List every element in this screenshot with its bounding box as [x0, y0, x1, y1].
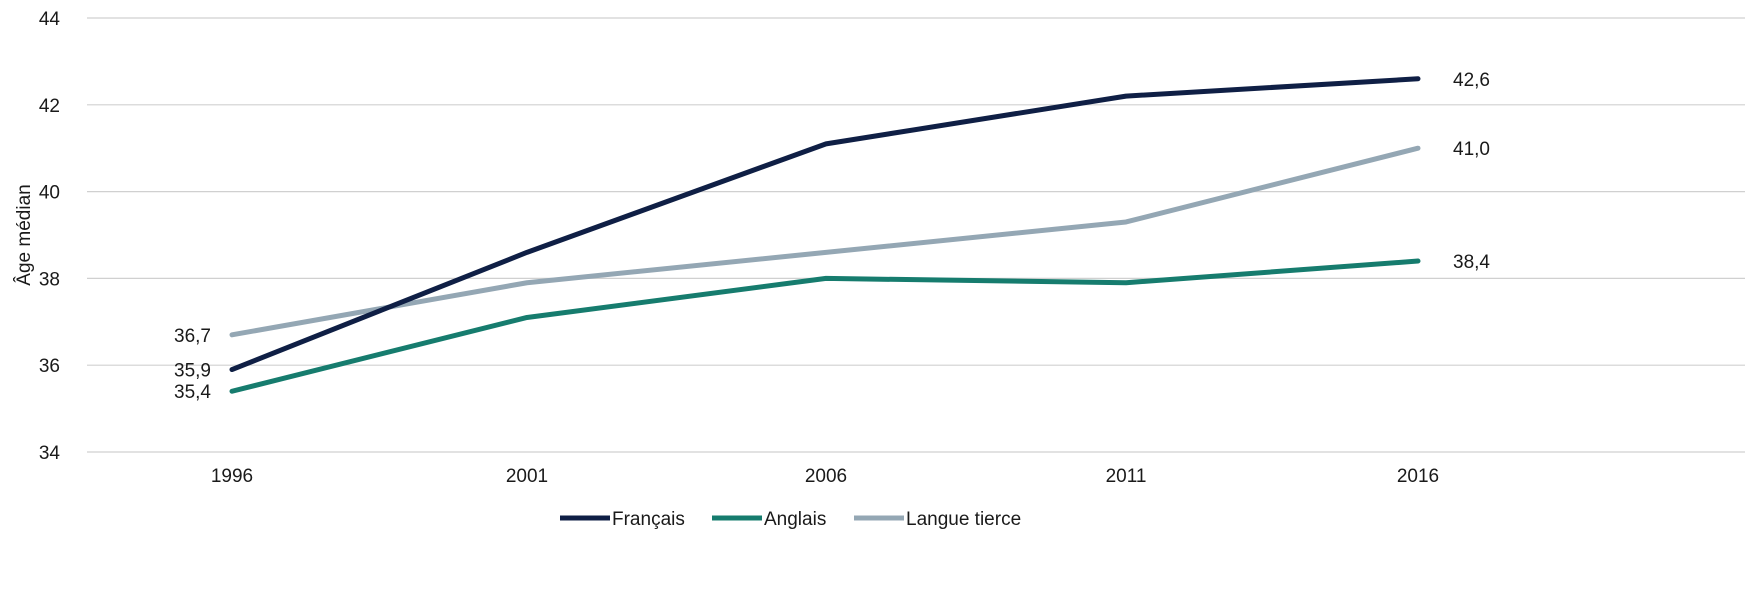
y-tick-label: 40	[39, 183, 60, 204]
x-tick-label: 2001	[506, 466, 548, 487]
y-tick-label: 42	[39, 96, 60, 117]
y-tick-label: 38	[39, 269, 60, 290]
x-tick-label: 2011	[1106, 466, 1147, 487]
y-axis-label: Âge médian	[13, 184, 35, 285]
y-tick-label: 36	[39, 356, 60, 377]
data-label-first-2: 36,7	[174, 326, 211, 347]
data-label-last-1: 38,4	[1453, 252, 1490, 273]
x-tick-label: 1996	[211, 466, 253, 487]
data-label-last-0: 42,6	[1453, 70, 1490, 91]
data-label-first-1: 35,4	[174, 382, 211, 403]
series-line-0	[229, 76, 1421, 373]
legend-label-1: Anglais	[764, 509, 826, 530]
data-labels: 35,9 42,6 35,4 38,4 36,7 41,0	[174, 70, 1490, 403]
x-axis-ticks: 1996 2001 2006 2011 2016	[211, 466, 1439, 487]
data-label-last-2: 41,0	[1453, 139, 1490, 160]
x-tick-label: 2016	[1397, 466, 1439, 487]
series-line-1	[229, 258, 1421, 394]
y-tick-label: 34	[39, 443, 61, 464]
series-line-2	[229, 145, 1421, 338]
legend: Français Anglais Langue tierce	[560, 509, 1021, 530]
legend-label-2: Langue tierce	[906, 509, 1021, 530]
y-axis-ticks: 34 36 38 40 42 44	[39, 9, 61, 464]
x-tick-label: 2006	[805, 466, 847, 487]
series-lines	[229, 76, 1421, 394]
grid-lines	[87, 17, 1745, 453]
legend-label-0: Français	[612, 509, 685, 530]
y-tick-label: 44	[39, 9, 61, 30]
data-label-first-0: 35,9	[174, 361, 211, 382]
